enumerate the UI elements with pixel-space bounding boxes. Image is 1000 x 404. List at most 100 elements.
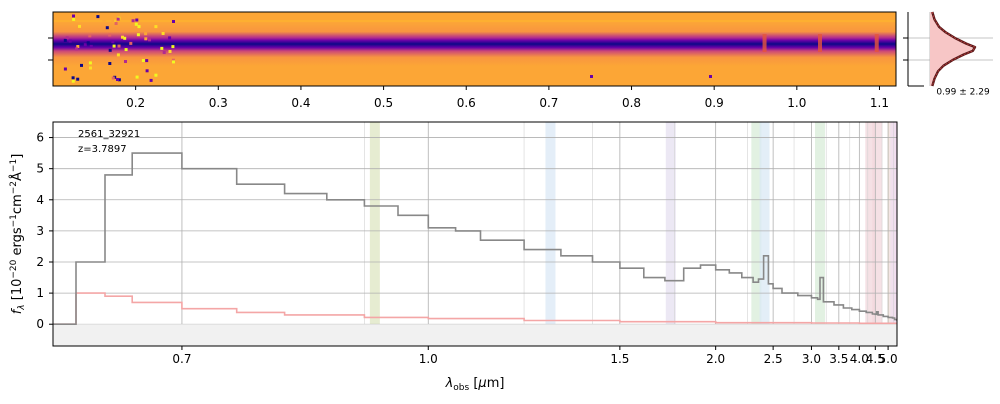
heatmap-noise-pixel xyxy=(75,47,78,51)
heatmap-noise-pixel xyxy=(148,38,151,42)
x-axis-ticks: 0.7 1.0 1.5 2.0 2.5 3.0 3.5 4.04.55.0 xyxy=(172,346,898,366)
heatmap-noise-pixel xyxy=(108,48,112,52)
x-axis-label: λobs [μm] xyxy=(445,376,505,393)
x-tick-label: 2.5 xyxy=(764,352,783,366)
heatmap-noise-pixel xyxy=(145,59,149,63)
profile-line-inner xyxy=(931,11,976,87)
heatmap-noise-pixel xyxy=(131,19,135,23)
heatmap-noise-pixel xyxy=(134,22,138,26)
x-tick-label: 2.0 xyxy=(706,352,725,366)
heatmap-noise-pixel xyxy=(72,17,76,21)
x-tick-label: 4.5 xyxy=(866,352,885,366)
heatmap-noise-pixel xyxy=(71,79,75,83)
heatmap-noise-pixel xyxy=(171,58,175,62)
spatial-profile-panel: 0.99 ± 2.29 xyxy=(903,11,993,98)
heatmap-noise-pixel xyxy=(88,34,92,38)
y-tick-label: 4 xyxy=(36,193,44,207)
x-tick-label: 5.0 xyxy=(879,352,898,366)
heatmap-noise-pixel xyxy=(168,50,172,53)
top-axis-tick-label: 0.8 xyxy=(622,96,641,110)
object-id-label: 2561_32921 xyxy=(78,129,140,140)
heatmap-noise-pixel xyxy=(162,51,166,54)
heatmap-noise-pixel xyxy=(65,36,69,40)
heatmap-noise-pixel xyxy=(154,25,158,29)
heatmap-noise-pixel xyxy=(116,17,120,21)
heatmap-noise-pixel xyxy=(89,66,92,70)
heatmap-noise-pixel xyxy=(92,68,96,72)
heatmap-trace xyxy=(53,22,896,66)
plot-area xyxy=(53,122,897,346)
line-marker-band xyxy=(891,122,897,346)
line-marker-band xyxy=(665,122,676,346)
heatmap-noise-pixel xyxy=(88,61,92,65)
y-axis-ticks: 0 1 2 3 4 5 6 xyxy=(36,131,53,331)
heatmap-hot-pixel xyxy=(116,78,119,81)
heatmap-noise-pixel xyxy=(108,33,112,37)
line-marker-band xyxy=(872,122,883,346)
heatmap-noise-pixels xyxy=(63,14,712,86)
error-series-line xyxy=(53,292,897,325)
heatmap-noise-pixel xyxy=(124,48,128,52)
heatmap-noise-pixel xyxy=(154,73,158,77)
y-axis-label: fλ [10−20 ergs−1cm−2Å−1] xyxy=(9,154,27,315)
heatmap-emission-feature xyxy=(817,34,822,52)
heatmap-noise-pixel xyxy=(68,80,72,84)
heatmap-emission-feature xyxy=(874,34,879,52)
x-tick-label: 3.5 xyxy=(829,352,848,366)
heatmap-hot-pixel xyxy=(709,75,712,78)
top-axis-tick-label: 1.1 xyxy=(870,96,889,110)
top-axis-tick-label: 0.9 xyxy=(705,96,724,110)
top-axis-tick-label: 0.5 xyxy=(374,96,393,110)
top-axis-tick-label: 0.2 xyxy=(126,96,145,110)
heatmap-noise-pixel xyxy=(114,22,118,25)
heatmap-noise-pixel xyxy=(149,78,153,82)
heatmap-noise-pixel xyxy=(144,37,148,41)
line-marker-bands xyxy=(369,122,897,346)
heatmap-noise-pixel xyxy=(86,41,90,45)
plot-frame xyxy=(52,121,898,347)
y-tick-label: 3 xyxy=(36,224,44,238)
heatmap-emission-features xyxy=(762,34,879,52)
heatmap-noise-pixel xyxy=(68,39,72,43)
line-marker-band xyxy=(865,122,876,346)
heatmap-noise-pixel xyxy=(111,18,115,22)
heatmap-noise-pixel xyxy=(168,36,172,40)
heatmap-noise-pixel xyxy=(89,44,93,48)
heatmap-noise-pixel xyxy=(141,59,145,62)
heatmap-noise-pixel xyxy=(123,36,127,40)
heatmap-noise-pixel xyxy=(76,77,80,81)
heatmap-noise-pixel xyxy=(169,79,173,83)
flux-series-line xyxy=(53,152,897,325)
heatmap-noise-pixel xyxy=(160,46,164,50)
heatmap-noise-pixel xyxy=(111,76,115,80)
line-marker-band xyxy=(545,122,556,346)
heatmap-noise-pixel xyxy=(111,40,115,44)
top-axis-tick-label: 0.7 xyxy=(539,96,558,110)
heatmap-noise-pixel xyxy=(105,26,109,30)
heatmap-noise-pixel xyxy=(161,32,165,35)
profile-label: 0.99 ± 2.29 xyxy=(936,88,990,98)
heatmap-hot-pixel xyxy=(590,75,593,78)
spectrum-2d-panel: 0.2 0.3 0.4 0.5 0.6 0.7 0.8 0.9 1.0 1.1 xyxy=(48,11,897,110)
spectrum-1d-panel: 0.7 1.0 1.5 2.0 2.5 3.0 3.5 4.04.55.0 0 1 2 3 4 5 6 2… xyxy=(9,121,898,393)
heatmap-noise-pixel xyxy=(63,38,67,42)
heatmap-noise-pixel xyxy=(72,14,75,18)
top-axis-ticks: 0.2 0.3 0.4 0.5 0.6 0.7 0.8 0.9 1.0 1.1 xyxy=(126,86,889,110)
heatmap-noise-pixel xyxy=(121,35,124,39)
heatmap-noise-pixel xyxy=(113,82,117,86)
redshift-label: z=3.7897 xyxy=(78,144,127,155)
x-tick-label: 1.0 xyxy=(419,352,438,366)
heatmap-noise-pixel xyxy=(135,18,139,22)
top-axis-tick-label: 1.0 xyxy=(787,96,806,110)
heatmap-noise-pixel xyxy=(112,44,116,48)
heatmap-noise-pixel xyxy=(83,43,87,47)
heatmap-frame xyxy=(52,11,897,87)
heatmap-noise-pixel xyxy=(116,53,120,57)
heatmap-noise-pixel xyxy=(71,76,75,80)
line-marker-band xyxy=(369,122,380,346)
y-tick-label: 5 xyxy=(36,162,44,176)
line-marker-band xyxy=(814,122,825,346)
y-tick-label: 1 xyxy=(36,286,44,300)
